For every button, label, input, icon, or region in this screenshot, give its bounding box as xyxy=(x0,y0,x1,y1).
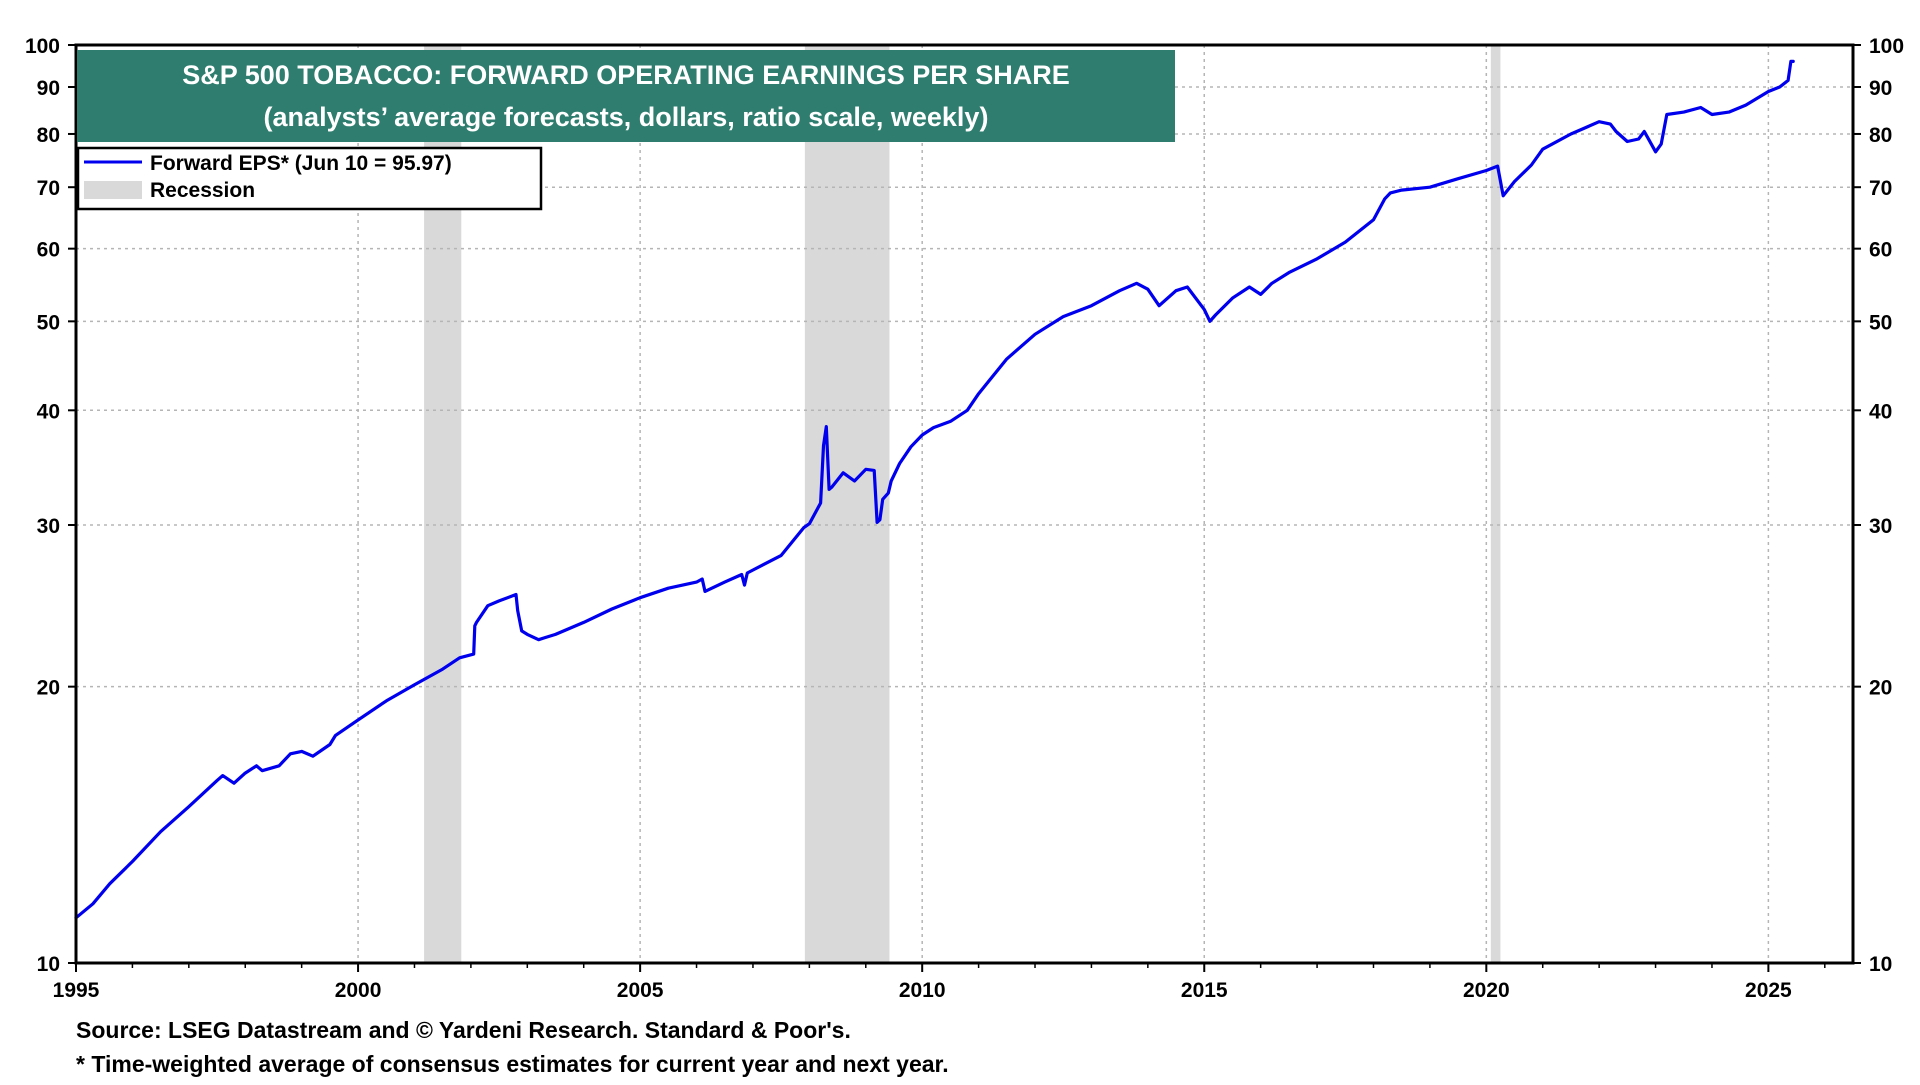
y-tick-label-right: 90 xyxy=(1869,77,1892,100)
y-tick-label-right: 20 xyxy=(1869,677,1892,700)
x-tick-label: 2015 xyxy=(1181,979,1228,1002)
y-tick-label-left: 60 xyxy=(37,239,60,262)
y-tick-label-left: 80 xyxy=(37,124,60,147)
y-tick-label-right: 100 xyxy=(1869,35,1904,58)
x-tick-label: 2025 xyxy=(1745,979,1792,1002)
x-tick-label: 1995 xyxy=(53,979,100,1002)
title-background xyxy=(77,50,1175,142)
x-tick-label: 2010 xyxy=(899,979,946,1002)
footnote: * Time-weighted average of consensus est… xyxy=(76,1051,949,1077)
series-layer xyxy=(74,59,1795,920)
legend-swatch-recession xyxy=(84,181,142,199)
legend-label-recession: Recession xyxy=(150,179,255,202)
y-tick-label-right: 50 xyxy=(1869,311,1892,334)
title-box: S&P 500 TOBACCO: FORWARD OPERATING EARNI… xyxy=(77,50,1175,142)
x-tick-label: 2020 xyxy=(1463,979,1510,1002)
y-tick-label-left: 30 xyxy=(37,515,60,538)
y-tick-label-left: 50 xyxy=(37,311,60,334)
y-tick-label-right: 80 xyxy=(1869,124,1892,147)
y-tick-label-right: 60 xyxy=(1869,239,1892,262)
y-tick-label-right: 70 xyxy=(1869,177,1892,200)
y-tick-label-left: 100 xyxy=(25,35,60,58)
source-note: Source: LSEG Datastream and © Yardeni Re… xyxy=(76,1017,851,1043)
y-tick-label-left: 10 xyxy=(37,953,60,976)
y-tick-label-right: 30 xyxy=(1869,515,1892,538)
y-tick-label-left: 20 xyxy=(37,677,60,700)
chart-subtitle: (analysts’ average forecasts, dollars, r… xyxy=(264,102,989,132)
x-tick-label: 2005 xyxy=(617,979,664,1002)
y-tick-label-left: 70 xyxy=(37,177,60,200)
recession-band xyxy=(1490,45,1501,963)
y-tick-label-left: 90 xyxy=(37,77,60,100)
x-tick-label: 2000 xyxy=(335,979,382,1002)
legend-box xyxy=(76,146,543,211)
y-tick-label-right: 40 xyxy=(1869,400,1892,423)
recession-bands xyxy=(424,45,1501,963)
y-tick-label-right: 10 xyxy=(1869,953,1892,976)
plot-frame xyxy=(74,43,1855,965)
chart-title: S&P 500 TOBACCO: FORWARD OPERATING EARNI… xyxy=(182,60,1070,90)
legend-label-forward-eps: Forward EPS* (Jun 10 = 95.97) xyxy=(150,152,452,175)
legend: Forward EPS* (Jun 10 = 95.97) Recession xyxy=(76,146,543,211)
y-tick-label-left: 40 xyxy=(37,400,60,423)
series-line-forward-eps xyxy=(74,59,1795,920)
